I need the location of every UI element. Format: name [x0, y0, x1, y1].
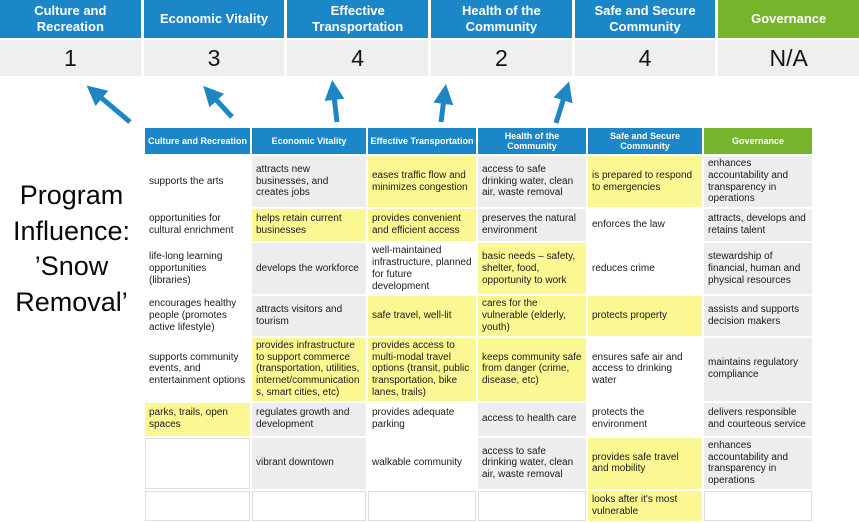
category-score: 1	[0, 40, 141, 76]
matrix-cell: keeps community safe from danger (crime,…	[478, 337, 586, 401]
matrix-cell: access to safe drinking water, clean air…	[478, 437, 586, 489]
matrix-cell: attracts new businesses, and creates job…	[252, 156, 366, 208]
matrix-row: vibrant downtown walkable community access…	[145, 437, 812, 489]
matrix-cell: protects property	[588, 296, 702, 336]
matrix-cell	[145, 490, 250, 521]
matrix-cell: preserves the natural environment	[478, 209, 586, 242]
banner-column: Governance N/A	[718, 0, 859, 76]
main-area: Program Influence: ’Snow Removal’ Cultur…	[0, 126, 859, 523]
matrix-cell: walkable community	[368, 437, 476, 489]
outcomes-matrix: Culture and Recreation Economic Vitality E…	[143, 126, 814, 523]
matrix-cell: assists and supports decision makers	[704, 296, 812, 336]
arrow-zone	[0, 76, 859, 126]
up-arrow-health	[433, 84, 454, 123]
matrix-cell: looks after it's most vulnerable	[588, 490, 702, 521]
matrix-cell: opportunities for cultural enrichment	[145, 209, 250, 242]
matrix-row: opportunities for cultural enrichment hel…	[145, 209, 812, 242]
category-header: Economic Vitality	[143, 0, 285, 38]
matrix-header-row: Culture and Recreation Economic Vitality E…	[145, 128, 812, 154]
page-title: Program Influence: ’Snow Removal’	[12, 180, 131, 317]
matrix-column-header: Health of the Community	[478, 128, 586, 154]
category-score: 3	[143, 40, 285, 76]
matrix-column-header: Culture and Recreation	[145, 128, 250, 154]
matrix-cell: enhances accountability and transparency…	[704, 156, 812, 208]
banner-column: Economic Vitality 3	[143, 0, 285, 76]
matrix-cell: helps retain current businesses	[252, 209, 366, 242]
matrix-cell: maintains regulatory compliance	[704, 337, 812, 401]
matrix-cell: provides adequate parking	[368, 402, 476, 436]
matrix-row: life-long learning opportunities (librar…	[145, 243, 812, 295]
category-header: Effective Transportation	[287, 0, 429, 38]
category-score: N/A	[718, 40, 859, 76]
matrix-cell	[145, 437, 250, 489]
category-score: 4	[287, 40, 429, 76]
category-score: 4	[574, 40, 716, 76]
matrix-cell	[252, 490, 366, 521]
matrix-cell	[478, 490, 586, 521]
matrix-row: supports community events, and entertain…	[145, 337, 812, 401]
matrix-cell: is prepared to respond to emergencies	[588, 156, 702, 208]
matrix-cell: develops the workforce	[252, 243, 366, 295]
matrix-cell: life-long learning opportunities (librar…	[145, 243, 250, 295]
matrix-cell: enforces the law	[588, 209, 702, 242]
matrix-cell: enhances accountability and transparency…	[704, 437, 812, 489]
matrix-cell: provides access to multi-modal travel op…	[368, 337, 476, 401]
matrix-column-header: Effective Transportation	[368, 128, 476, 154]
matrix-cell: attracts, develops and retains talent	[704, 209, 812, 242]
score-banner: Culture and Recreation 1 Economic Vitality…	[0, 0, 859, 76]
matrix-cell: ensures safe air and access to drinking …	[588, 337, 702, 401]
up-arrow-transportation	[324, 80, 345, 123]
program-influence-arrows	[86, 80, 573, 124]
matrix-body: supports the arts attracts new businesses…	[145, 156, 812, 521]
matrix-cell	[704, 490, 812, 521]
matrix-cell	[368, 490, 476, 521]
matrix-cell: supports community events, and entertain…	[145, 337, 250, 401]
matrix-column-header: Governance	[704, 128, 812, 154]
category-header: Health of the Community	[431, 0, 572, 38]
matrix-cell: vibrant downtown	[252, 437, 366, 489]
matrix-cell: encourages healthy people (promotes acti…	[145, 296, 250, 336]
matrix-cell: provides infrastructure to support comme…	[252, 337, 366, 401]
matrix-cell: supports the arts	[145, 156, 250, 208]
matrix-cell: basic needs – safety, shelter, food, opp…	[478, 243, 586, 295]
matrix-cell: well-maintained infrastructure, planned …	[368, 243, 476, 295]
category-header: Governance	[718, 0, 859, 38]
category-header: Culture and Recreation	[0, 0, 141, 38]
matrix-row: encourages healthy people (promotes acti…	[145, 296, 812, 336]
matrix-cell: parks, trails, open spaces	[145, 402, 250, 436]
matrix-cell: stewardship of financial, human and phys…	[704, 243, 812, 295]
matrix-cell: access to safe drinking water, clean air…	[478, 156, 586, 208]
matrix-cell: provides convenient and efficient access	[368, 209, 476, 242]
matrix-cell: access to health care	[478, 402, 586, 436]
matrix-cell: cares for the vulnerable (elderly, youth…	[478, 296, 586, 336]
matrix-row: looks after it's most vulnerable	[145, 490, 812, 521]
matrix-cell: safe travel, well-lit	[368, 296, 476, 336]
up-arrow-safe	[553, 81, 573, 124]
banner-column: Culture and Recreation 1	[0, 0, 141, 76]
matrix-cell: attracts visitors and tourism	[252, 296, 366, 336]
banner-column: Safe and Secure Community 4	[574, 0, 716, 76]
matrix-cell: provides safe travel and mobility	[588, 437, 702, 489]
matrix-cell: eases traffic flow and minimizes congest…	[368, 156, 476, 208]
banner-column: Effective Transportation 4	[287, 0, 429, 76]
category-header: Safe and Secure Community	[574, 0, 716, 38]
matrix-column-header: Safe and Secure Community	[588, 128, 702, 154]
category-score: 2	[431, 40, 572, 76]
matrix-cell: regulates growth and development	[252, 402, 366, 436]
matrix-row: supports the arts attracts new businesses…	[145, 156, 812, 208]
matrix-row: parks, trails, open spaces regulates grow…	[145, 402, 812, 436]
up-arrow-culture	[86, 85, 132, 124]
up-arrow-economic	[203, 85, 234, 119]
matrix-cell: protects the environment	[588, 402, 702, 436]
banner-column: Health of the Community 2	[431, 0, 572, 76]
matrix-cell: reduces crime	[588, 243, 702, 295]
matrix-cell: delivers responsible and courteous servi…	[704, 402, 812, 436]
matrix-column-header: Economic Vitality	[252, 128, 366, 154]
